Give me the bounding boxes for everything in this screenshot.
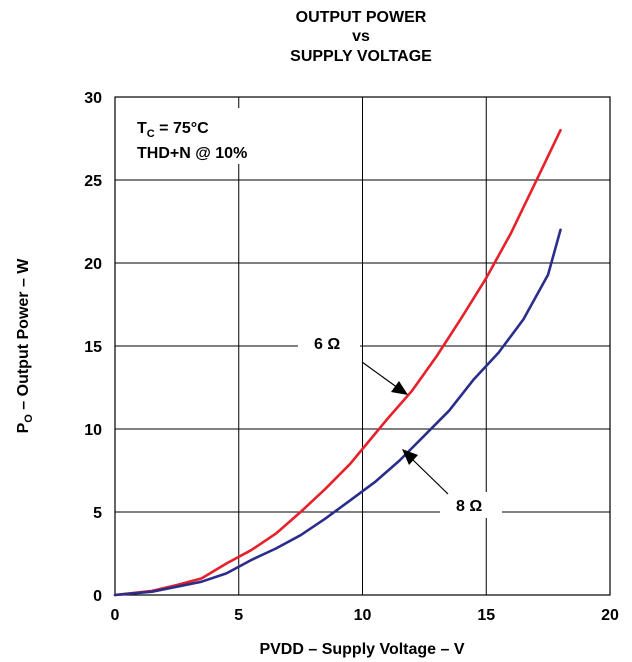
condition-thd: THD+N @ 10% <box>137 145 247 162</box>
series-label-8ohm-bg <box>440 492 502 518</box>
series-label-6ohm-bg <box>298 330 360 356</box>
y-tick-label: 25 <box>84 173 102 190</box>
tick-labels: 0 5 10 15 20 0 5 10 15 20 25 30 <box>84 90 619 624</box>
y-tick-label: 10 <box>84 422 102 439</box>
arrow-8ohm <box>410 457 449 495</box>
series-line-0 <box>113 128 562 597</box>
y-tick-label: 30 <box>84 90 102 107</box>
chart-title-line-2: vs <box>352 28 370 45</box>
chart-title: OUTPUT POWER vs SUPPLY VOLTAGE <box>290 9 432 65</box>
grid <box>114 96 611 596</box>
arrowhead-6ohm <box>391 381 408 395</box>
y-tick-label: 15 <box>84 339 102 356</box>
conditions-box <box>128 108 298 164</box>
x-tick-label: 20 <box>601 607 619 624</box>
series-line-1 <box>113 228 562 597</box>
x-axis-label: PVDD – Supply Voltage – V <box>259 641 464 658</box>
y-tick-label: 5 <box>93 505 102 522</box>
y-axis-label: PO – Output Power – W <box>15 258 35 434</box>
plot-frame <box>114 96 611 596</box>
arrow-6ohm <box>361 361 399 389</box>
y-tick-label: 20 <box>84 256 102 273</box>
series-label-8ohm: 8 Ω <box>456 498 482 515</box>
arrowhead-8ohm <box>402 449 418 465</box>
x-tick-label: 0 <box>111 607 120 624</box>
series-group <box>113 128 562 597</box>
x-tick-label: 5 <box>234 607 243 624</box>
chart-title-line-1: OUTPUT POWER <box>296 9 427 26</box>
x-tick-label: 15 <box>477 607 495 624</box>
y-tick-label: 0 <box>93 588 102 605</box>
series-label-6ohm: 6 Ω <box>314 336 340 353</box>
condition-temperature: TC = 75°C <box>137 120 209 140</box>
x-tick-label: 10 <box>354 607 372 624</box>
chart-title-line-3: SUPPLY VOLTAGE <box>290 48 432 65</box>
